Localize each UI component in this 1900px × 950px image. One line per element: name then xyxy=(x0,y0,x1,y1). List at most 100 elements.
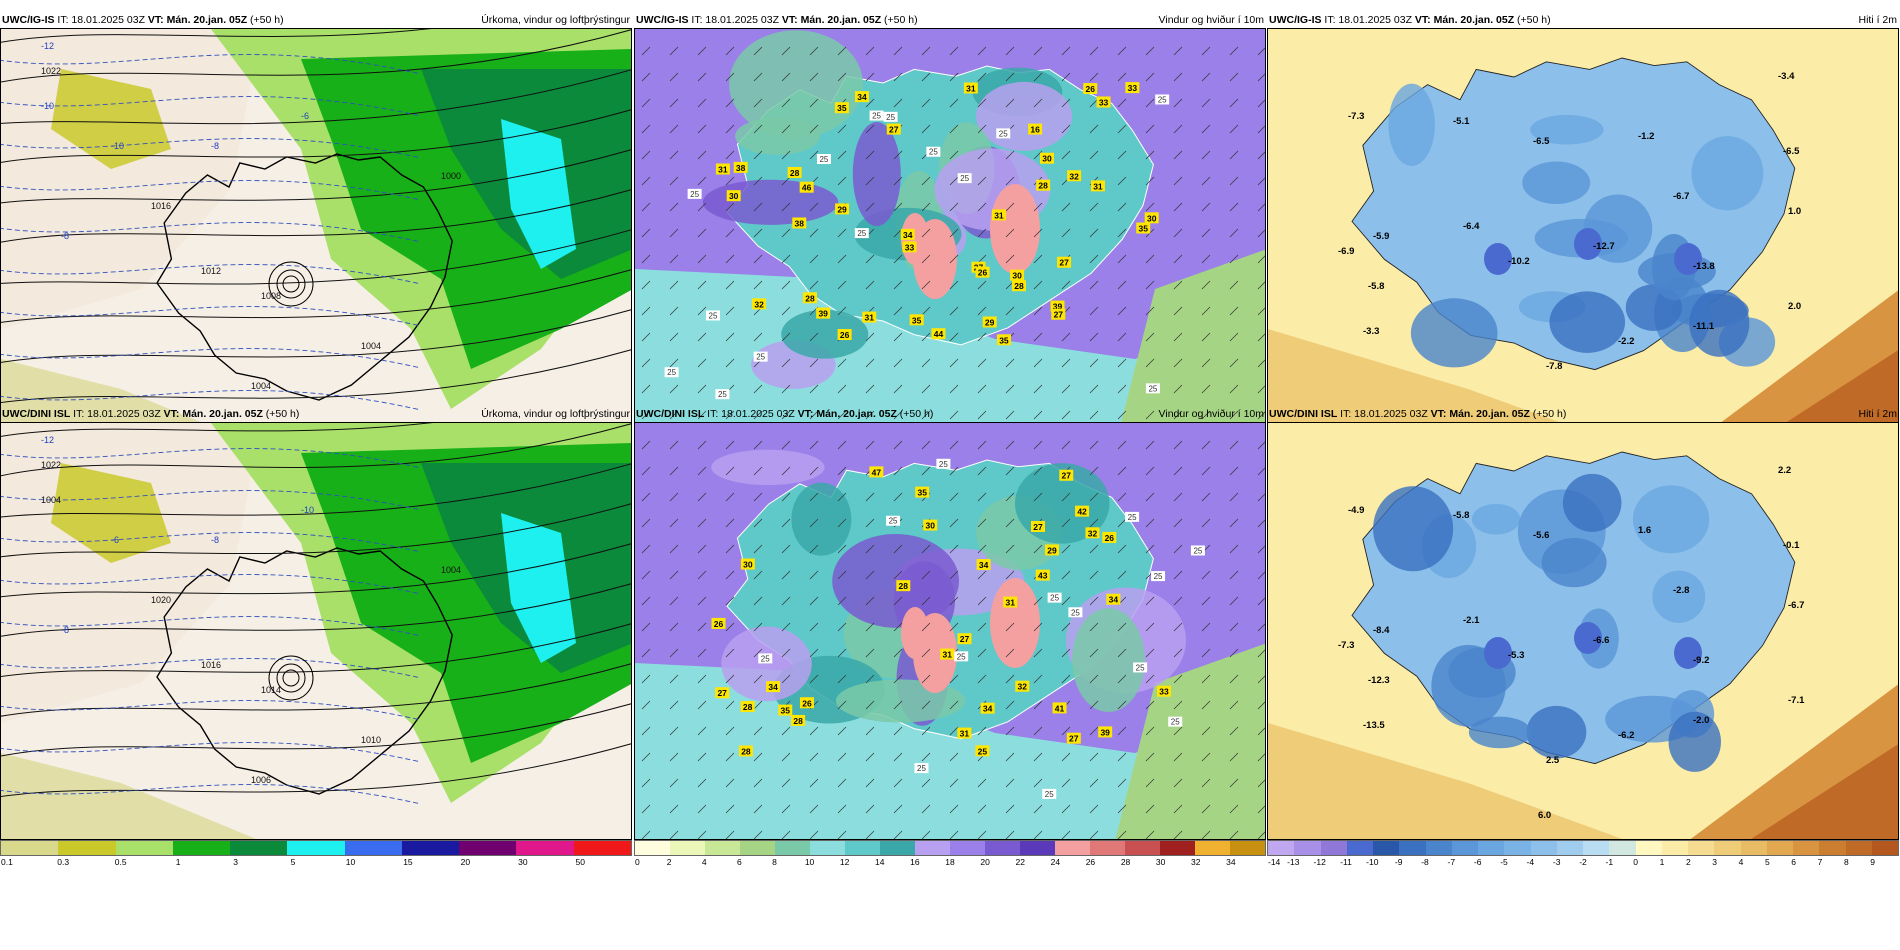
contour-label: 25 xyxy=(1125,511,1140,522)
contour-label: 25 xyxy=(886,515,901,526)
svg-text:26: 26 xyxy=(1086,84,1096,94)
svg-text:27: 27 xyxy=(889,125,899,135)
gust-label: 31 xyxy=(1003,596,1018,608)
svg-text:25: 25 xyxy=(1128,513,1137,522)
gust-label: 38 xyxy=(792,217,807,229)
legend-swatch xyxy=(985,841,1020,855)
contour-label: 25 xyxy=(936,458,951,469)
isobar-label: 1014 xyxy=(261,685,281,695)
svg-text:35: 35 xyxy=(781,706,791,716)
temperature-label: -6.5 xyxy=(1533,136,1550,147)
wind-map[interactable]: 32 30 35 27 34 28 31 33 34 28 25 31 41 29 27 26 27 26 28 26… xyxy=(634,422,1266,840)
legend-tick: -4 xyxy=(1526,857,1535,867)
temperature-label: 1.6 xyxy=(1638,525,1651,536)
temperature-label: -10.2 xyxy=(1508,256,1530,267)
temperature-label: 2.5 xyxy=(1546,755,1560,766)
svg-text:47: 47 xyxy=(872,467,882,477)
legend-swatch xyxy=(635,841,670,855)
init-time: IT: 18.01.2025 03Z xyxy=(691,14,779,26)
gust-label: 27 xyxy=(1059,469,1074,481)
gust-label: 44 xyxy=(931,328,946,340)
contour-label: 25 xyxy=(1190,545,1205,556)
gust-label: 25 xyxy=(975,745,990,757)
gust-label: 38 xyxy=(733,161,748,173)
isobar-label: 1004 xyxy=(441,565,461,575)
legend-tick: 14 xyxy=(875,857,885,867)
gust-label: 47 xyxy=(869,466,884,478)
precip-map[interactable]: 1022 1016 1012 1008 1004 1004 1000 -10 -8 -6 -10 -8… xyxy=(0,28,632,446)
temp-map[interactable]: -7.3 -5.1 -6.5 -1.2 -3.4 -6.5 -6.7 1.0 -6.4 -5.9 -… xyxy=(1267,28,1899,446)
svg-text:25: 25 xyxy=(999,129,1008,138)
gust-label: 27 xyxy=(1066,732,1081,744)
contour-label: 25 xyxy=(1145,383,1160,394)
svg-text:25: 25 xyxy=(889,517,898,526)
gust-label: 26 xyxy=(1083,83,1098,95)
temp-map[interactable]: -4.9 -5.8 -5.6 1.6 2.2 -0.1 -2.8 -6.7 -2.1 -8.4 -7… xyxy=(1267,422,1899,840)
temperature-label: -4.9 xyxy=(1348,505,1364,516)
legend-tick: 12 xyxy=(839,857,850,867)
temperature-label: -6.7 xyxy=(1673,191,1689,202)
svg-text:27: 27 xyxy=(717,688,727,698)
legend-tick: -12 xyxy=(1313,857,1326,867)
legend-swatch xyxy=(1845,841,1872,855)
svg-text:25: 25 xyxy=(939,460,948,469)
gust-label: 39 xyxy=(816,307,831,319)
valid-time: VT: Mán. 20.jan. 05Z xyxy=(797,408,897,420)
gust-label: 28 xyxy=(1011,280,1026,292)
precip-map[interactable]: 1022 1020 1016 1014 1010 1006 1004 1004 -8 -10 -6 -… xyxy=(0,422,632,840)
contour-label: 25 xyxy=(1042,788,1057,799)
legend-ticks: 0.1 0.3 0.5 1 3 5 10 15 20 30 50 xyxy=(0,856,632,870)
contour-label: 25 xyxy=(996,128,1011,139)
gust-label: 28 xyxy=(896,580,911,592)
legend-tick: 1 xyxy=(1659,857,1665,867)
isobar-label: 1016 xyxy=(201,660,221,670)
init-time: IT: 18.01.2025 03Z xyxy=(1324,14,1412,26)
svg-text:32: 32 xyxy=(754,299,764,309)
svg-text:25: 25 xyxy=(917,764,926,773)
contour-label: 25 xyxy=(687,188,702,199)
gust-label: 41 xyxy=(1052,702,1067,714)
svg-text:30: 30 xyxy=(1042,154,1052,164)
legend-swatch xyxy=(1373,841,1400,855)
legend-tick: 34 xyxy=(1226,857,1236,867)
isobar-label: 1000 xyxy=(441,171,461,181)
gust-label: 30 xyxy=(740,558,755,570)
legend-tick: 30 xyxy=(1155,857,1166,867)
temperature-label: -2.8 xyxy=(1673,585,1689,596)
isobar-label: 1022 xyxy=(41,66,61,76)
legend-tick: 9 xyxy=(1870,857,1876,867)
legend-tick: -13 xyxy=(1287,857,1300,867)
legend-swatch xyxy=(1,841,59,855)
contour-label: 25 xyxy=(954,651,969,662)
gust-label: 31 xyxy=(957,727,972,739)
legend-swatch xyxy=(1320,841,1347,855)
legend-tick: 20 xyxy=(980,857,990,867)
gust-label: 27 xyxy=(1051,308,1066,320)
contour-label: 25 xyxy=(957,173,972,184)
svg-text:42: 42 xyxy=(1077,507,1087,517)
temperature-label: -6.4 xyxy=(1463,221,1480,232)
gust-label: 34 xyxy=(976,559,991,571)
legend-swatch xyxy=(1055,841,1090,855)
svg-text:25: 25 xyxy=(1148,384,1157,393)
legend-tick: 22 xyxy=(1015,857,1025,867)
wind-map[interactable]: 35 35 28 28 32 29 35 29 33 39 32 31 34 27 28 26 30 33 27 31… xyxy=(634,28,1266,446)
gust-label: 26 xyxy=(711,617,726,629)
gust-label: 27 xyxy=(1030,520,1045,532)
panel-title: Hiti í 2m xyxy=(1858,14,1897,26)
isobar-label: -8 xyxy=(211,141,219,151)
isobar-label: -6 xyxy=(111,535,119,545)
gust-label: 32 xyxy=(752,298,767,310)
svg-text:41: 41 xyxy=(1055,703,1065,713)
lead-time: (+50 h) xyxy=(265,408,300,420)
temperature-label: -9.2 xyxy=(1693,655,1709,666)
legend-swatch xyxy=(1451,841,1478,855)
svg-text:31: 31 xyxy=(865,313,875,323)
legend-tick: 0 xyxy=(635,857,640,867)
color-legend xyxy=(1267,840,1899,856)
legend-tick: -9 xyxy=(1394,857,1403,867)
temperature-label: -12.3 xyxy=(1368,675,1390,686)
svg-text:34: 34 xyxy=(768,682,778,692)
svg-text:25: 25 xyxy=(1154,572,1163,581)
